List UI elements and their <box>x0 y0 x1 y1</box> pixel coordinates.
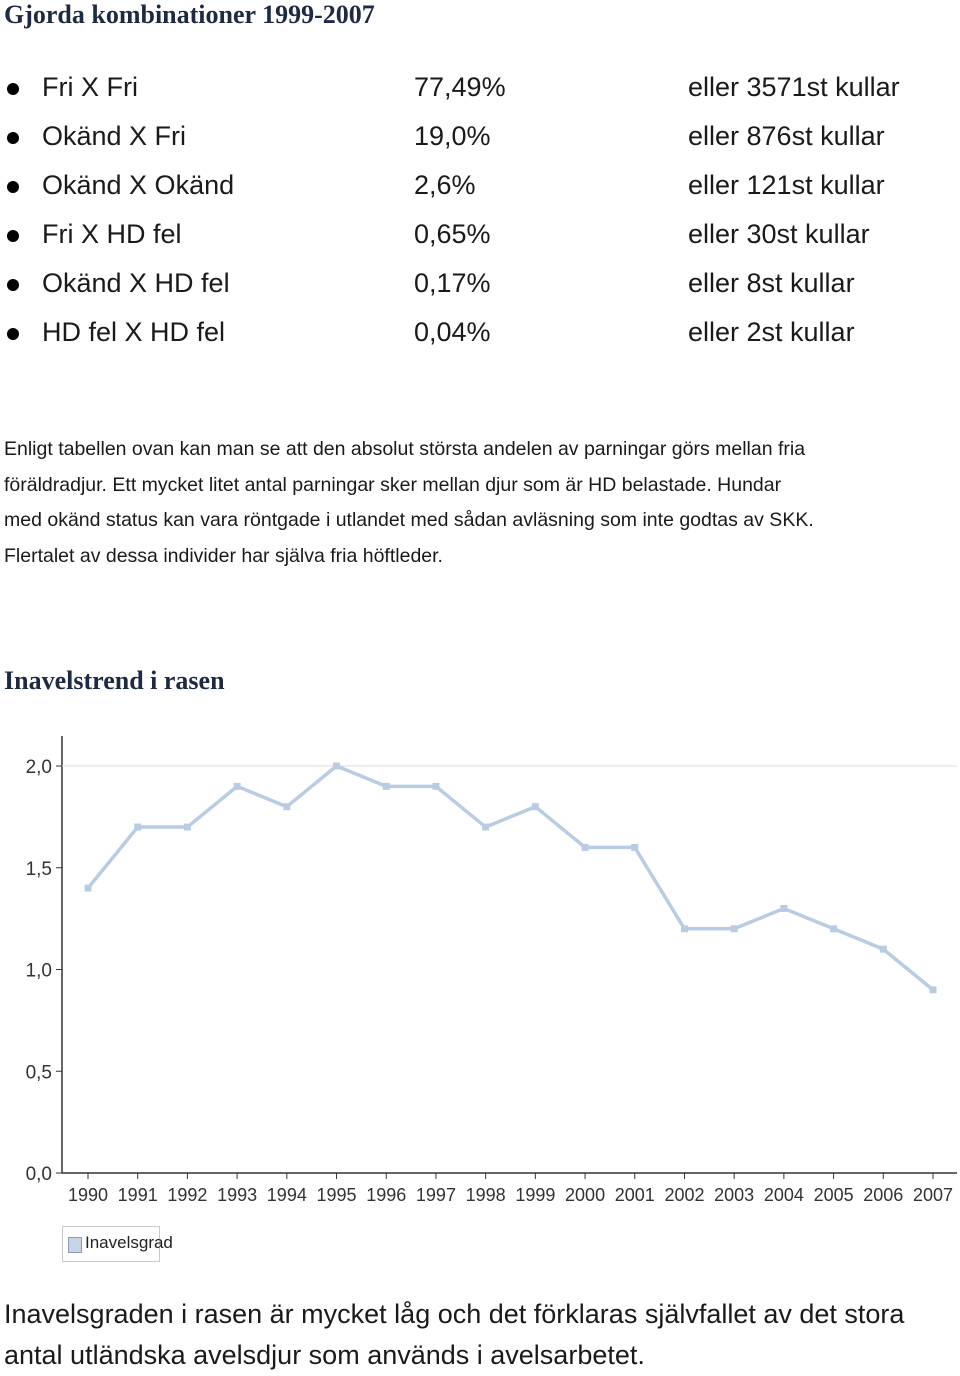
data-point <box>830 925 838 933</box>
data-point <box>134 823 142 831</box>
y-tick-label: 1,0 <box>26 961 52 982</box>
list-item: HD fel X HD fel 0,04% eller 2st kullar <box>0 315 960 364</box>
footer-line: antal utländska avelsdjur som används i … <box>4 1340 645 1370</box>
y-tick-label: 2,0 <box>26 757 52 778</box>
x-tick-label: 1990 <box>68 1185 108 1205</box>
bullet-icon <box>7 328 19 340</box>
x-tick-label: 2000 <box>565 1185 605 1205</box>
combination-percent: 0,65% <box>414 219 491 249</box>
list-item: Fri X HD fel 0,65% eller 30st kullar <box>0 217 960 266</box>
x-tick-label: 1997 <box>416 1185 456 1205</box>
page-title: Gjorda kombinationer 1999-2007 <box>4 0 375 29</box>
y-tick-label: 1,5 <box>26 859 52 880</box>
data-point <box>631 843 639 851</box>
x-tick-label: 1991 <box>118 1185 158 1205</box>
combination-name: Fri X HD fel <box>42 219 182 249</box>
bullet-icon <box>7 181 19 193</box>
legend-label: Inavelsgrad <box>85 1233 173 1252</box>
x-tick-label: 2001 <box>615 1185 655 1205</box>
bullet-icon <box>7 230 19 242</box>
data-point <box>482 823 490 831</box>
data-point <box>531 803 539 811</box>
combination-name: Fri X Fri <box>42 72 138 102</box>
data-point <box>929 986 937 994</box>
bullet-icon <box>7 132 19 144</box>
data-point <box>183 823 191 831</box>
data-point <box>780 904 788 912</box>
data-point <box>879 945 887 953</box>
combination-name: Okänd X Fri <box>42 121 187 151</box>
bullet-icon <box>7 83 19 95</box>
x-tick-label: 1995 <box>317 1185 357 1205</box>
footer-line: Inavelsgraden i rasen är mycket låg och … <box>4 1299 905 1329</box>
x-tick-label: 2007 <box>913 1185 953 1205</box>
y-tick-label: 0,5 <box>26 1062 52 1083</box>
legend-swatch <box>68 1237 82 1253</box>
x-tick-label: 1994 <box>267 1185 307 1205</box>
data-point <box>84 884 92 892</box>
data-point <box>432 782 440 790</box>
combination-percent: 19,0% <box>414 121 491 151</box>
combination-count: eller 876st kullar <box>688 121 885 151</box>
chart-legend: Inavelsgrad <box>62 1226 173 1262</box>
inbreeding-chart: 0,0 0,5 1,0 1,5 2,0 1990 1991 1992 1993 1994 1995… <box>26 736 957 1205</box>
x-tick-label: 2005 <box>814 1185 854 1205</box>
x-tick-label: 2004 <box>764 1185 804 1205</box>
combination-count: eller 3571st kullar <box>688 72 900 102</box>
data-point <box>233 782 241 790</box>
combination-percent: 77,49% <box>414 72 506 102</box>
explanation-paragraph: Enligt tabellen ovan kan man se att den … <box>4 432 959 574</box>
list-item: Okänd X Okänd 2,6% eller 121st kullar <box>0 168 960 217</box>
paragraph-line: med okänd status kan vara röntgade i utl… <box>4 509 814 531</box>
combination-name: Okänd X HD fel <box>42 268 230 298</box>
data-point <box>333 762 341 770</box>
data-point <box>382 782 390 790</box>
data-point <box>680 925 688 933</box>
combination-count: eller 30st kullar <box>688 219 870 249</box>
data-point <box>581 843 589 851</box>
x-tick-label: 1998 <box>466 1185 506 1205</box>
paragraph-line: föräldradjur. Ett mycket litet antal par… <box>4 473 782 496</box>
footer-paragraph: Inavelsgraden i rasen är mycket låg och … <box>4 1294 959 1376</box>
x-tick-label: 1996 <box>366 1185 406 1205</box>
combination-name: Okänd X Okänd <box>42 170 235 200</box>
combination-name: HD fel X HD fel <box>42 317 226 347</box>
combination-percent: 0,17% <box>414 268 491 298</box>
list-item: Okänd X HD fel 0,17% eller 8st kullar <box>0 266 960 315</box>
x-tick-label: 2002 <box>664 1185 704 1205</box>
x-tick-label: 2006 <box>863 1185 903 1205</box>
data-point <box>283 803 291 811</box>
x-tick-label: 1993 <box>217 1185 257 1205</box>
combination-count: eller 2st kullar <box>688 317 855 347</box>
combination-percent: 2,6% <box>414 170 476 200</box>
combination-percent: 0,04% <box>414 317 491 347</box>
x-tick-label: 1992 <box>167 1185 207 1205</box>
section-title: Inavelstrend i rasen <box>4 666 225 695</box>
list-item: Okänd X Fri 19,0% eller 876st kullar <box>0 119 960 168</box>
y-tick-label: 0,0 <box>26 1164 52 1185</box>
combination-list: Fri X Fri 77,49% eller 3571st kullar Okä… <box>0 70 960 364</box>
combination-count: eller 121st kullar <box>688 170 885 200</box>
paragraph-line: Enligt tabellen ovan kan man se att den … <box>4 438 806 460</box>
bullet-icon <box>7 279 19 291</box>
list-item: Fri X Fri 77,49% eller 3571st kullar <box>0 70 960 119</box>
x-tick-label: 1999 <box>515 1185 555 1205</box>
data-point <box>730 925 738 933</box>
x-tick-label: 2003 <box>714 1185 754 1205</box>
combination-count: eller 8st kullar <box>688 268 855 298</box>
paragraph-line: Flertalet av dessa individer har själva … <box>4 544 443 567</box>
series-line-inavelsgrad <box>86 764 935 992</box>
